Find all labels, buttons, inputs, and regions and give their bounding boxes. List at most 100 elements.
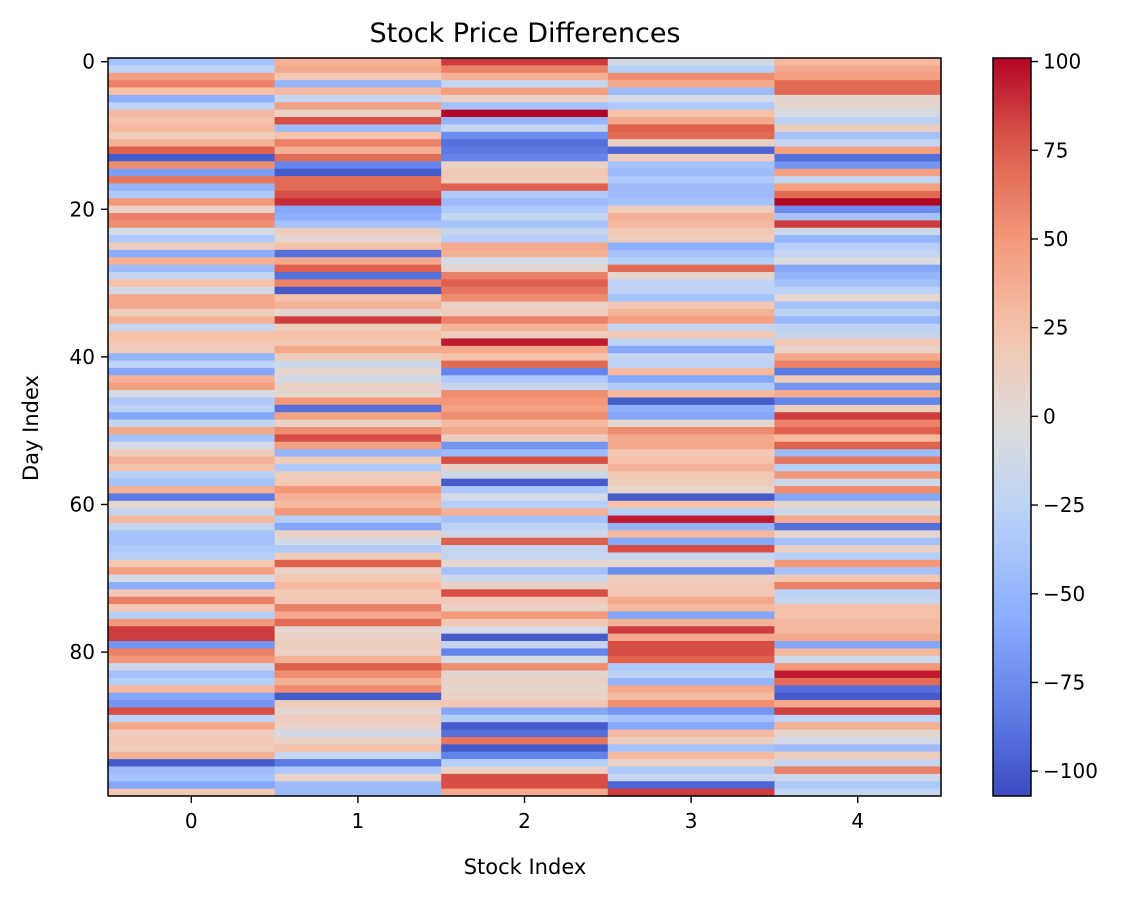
heatmap-cell: [274, 412, 442, 421]
heatmap-cell: [607, 382, 775, 391]
y-axis: 0 20 40 60 80: [70, 50, 108, 664]
heatmap-cell: [607, 227, 775, 236]
heatmap-cell: [274, 478, 442, 487]
heatmap-cell: [441, 522, 609, 531]
heatmap-cell: [607, 589, 775, 598]
heatmap-cell: [108, 117, 276, 126]
heatmap-cell: [607, 500, 775, 509]
heatmap-cell: [774, 308, 942, 317]
colorbar-tick-label: 0: [1043, 404, 1056, 428]
heatmap-cell: [441, 677, 609, 686]
heatmap-cell: [441, 360, 609, 369]
heatmap-cell: [607, 124, 775, 133]
heatmap-cell: [108, 412, 276, 421]
heatmap-cell: [441, 72, 609, 81]
heatmap-cell: [108, 345, 276, 354]
heatmap-cell: [108, 663, 276, 672]
heatmap-cell: [607, 419, 775, 428]
heatmap-cell: [441, 286, 609, 295]
heatmap-cell: [607, 707, 775, 716]
heatmap-cell: [108, 722, 276, 731]
heatmap-cell: [774, 139, 942, 148]
heatmap-cell: [607, 345, 775, 354]
heatmap-cell: [108, 685, 276, 694]
heatmap-cell: [774, 641, 942, 649]
heatmap-cell: [607, 663, 775, 672]
heatmap-cell: [274, 641, 442, 649]
heatmap-cell: [274, 294, 442, 303]
heatmap-cell: [607, 257, 775, 266]
heatmap-cell: [274, 759, 442, 768]
heatmap-cell: [274, 367, 442, 376]
heatmap-cell: [108, 581, 276, 590]
heatmap-cell: [607, 700, 775, 709]
heatmap-cell: [274, 604, 442, 613]
heatmap-cell: [108, 736, 276, 745]
heatmap-cell: [607, 648, 775, 657]
heatmap-cell: [607, 316, 775, 325]
heatmap-cell: [441, 626, 609, 635]
heatmap-cell: [108, 648, 276, 657]
heatmap-cell: [108, 626, 276, 635]
heatmap-cell: [774, 773, 942, 782]
heatmap-cell: [441, 301, 609, 310]
heatmap-cell: [274, 655, 442, 664]
heatmap-cell: [607, 626, 775, 635]
heatmap-cell: [108, 419, 276, 428]
heatmap-cell: [774, 552, 942, 561]
heatmap-cell: [274, 515, 442, 524]
heatmap-cell: [607, 109, 775, 118]
heatmap-cell: [774, 419, 942, 428]
heatmap-cell: [441, 382, 609, 391]
heatmap-cell: [441, 581, 609, 590]
heatmap-cell: [441, 559, 609, 568]
heatmap-cell: [441, 508, 609, 517]
heatmap-cell: [441, 190, 609, 199]
heatmap-cell: [607, 722, 775, 731]
heatmap-cell: [441, 641, 609, 649]
x-tick-label: 4: [851, 809, 864, 833]
heatmap-cell: [274, 486, 442, 495]
heatmap-cell: [274, 729, 442, 738]
heatmap-cell: [441, 781, 609, 790]
heatmap-cell: [441, 153, 609, 162]
heatmap-cell: [108, 390, 276, 399]
heatmap-cell: [774, 212, 942, 221]
heatmap-cell: [774, 604, 942, 613]
heatmap-cell: [607, 153, 775, 162]
heatmap-cell: [774, 427, 942, 435]
heatmap-cell: [441, 589, 609, 598]
heatmap-cell: [441, 198, 609, 207]
heatmap-cell: [774, 257, 942, 266]
heatmap-cell: [774, 382, 942, 391]
heatmap-cell: [108, 338, 276, 347]
heatmap-cell: [274, 58, 442, 66]
heatmap-cell: [108, 441, 276, 450]
heatmap-cell: [774, 153, 942, 162]
heatmap-cell: [607, 390, 775, 399]
heatmap-cell: [441, 227, 609, 236]
heatmap-cell: [274, 493, 442, 502]
heatmap-cell: [108, 249, 276, 258]
colorbar-tick-label: −100: [1043, 759, 1098, 783]
heatmap-cell: [774, 272, 942, 280]
heatmap-cell: [108, 552, 276, 561]
heatmap-cell: [274, 345, 442, 354]
x-axis-label: Stock Index: [464, 855, 587, 879]
heatmap-cell: [274, 522, 442, 531]
heatmap-cell: [441, 168, 609, 177]
heatmap-cell: [108, 714, 276, 723]
heatmap-cell: [274, 72, 442, 81]
heatmap-cell: [607, 198, 775, 207]
heatmap-cell: [774, 360, 942, 369]
heatmap-cell: [607, 190, 775, 199]
heatmap-cell: [441, 751, 609, 760]
heatmap-cell: [274, 323, 442, 332]
heatmap-cell: [441, 205, 609, 214]
heatmap-cell: [774, 72, 942, 81]
heatmap-cell: [774, 109, 942, 118]
heatmap-cell: [774, 316, 942, 325]
heatmap-cell: [108, 279, 276, 288]
heatmap-cell: [774, 124, 942, 133]
heatmap-cell: [607, 449, 775, 458]
